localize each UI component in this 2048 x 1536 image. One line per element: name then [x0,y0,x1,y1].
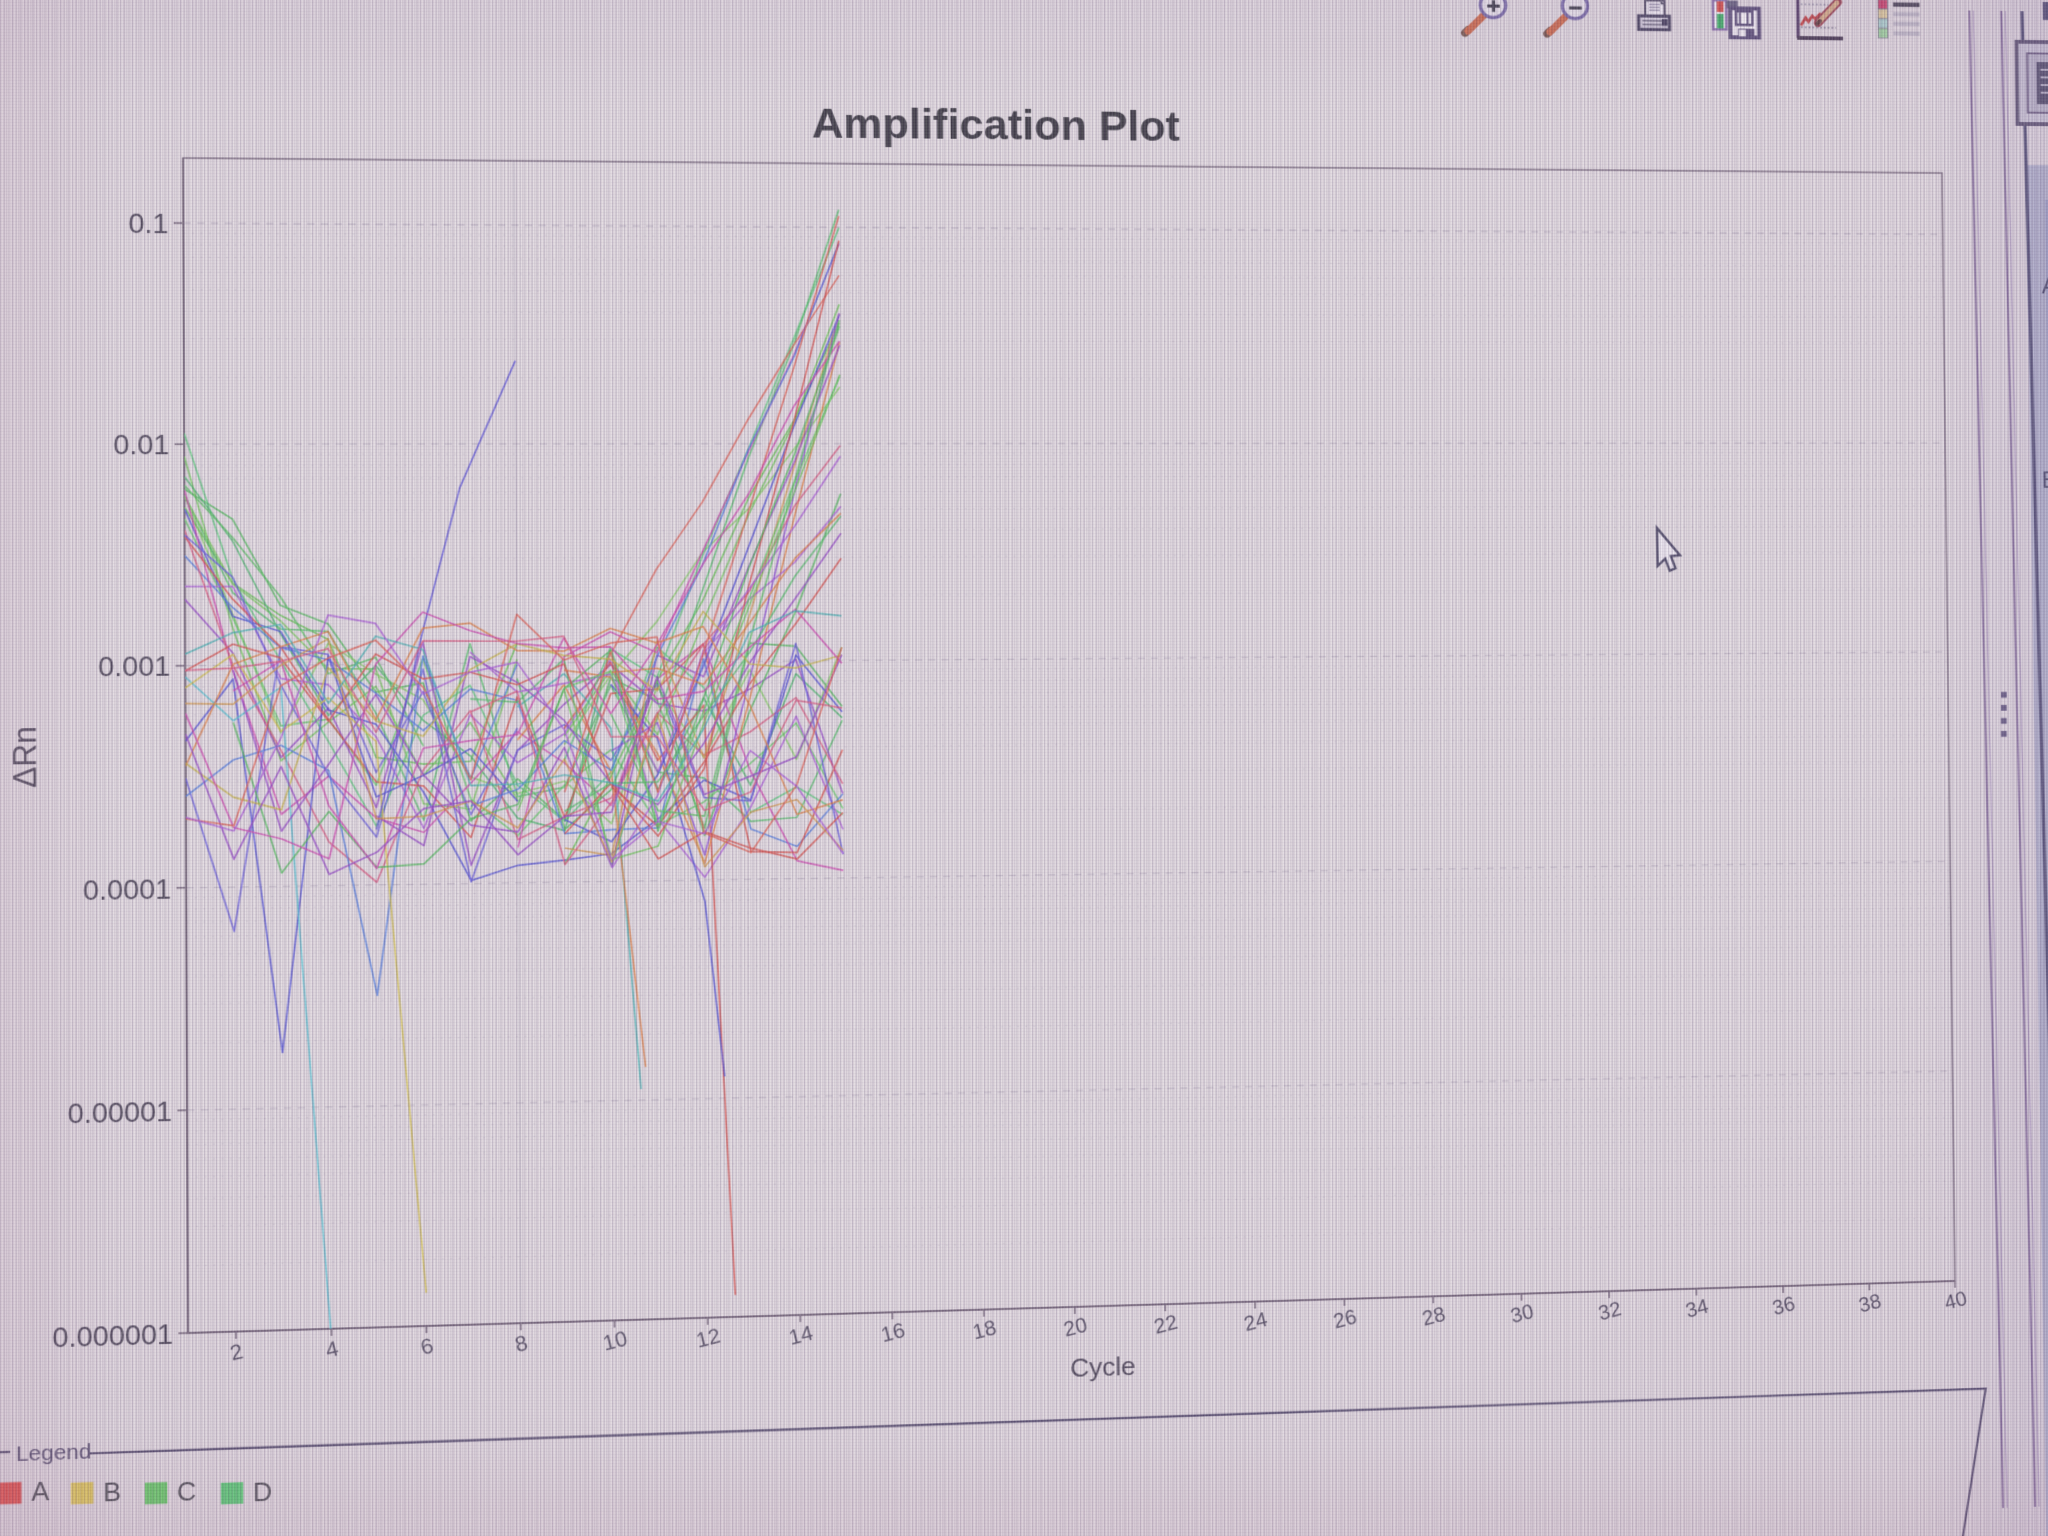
svg-text:8: 8 [512,1330,530,1356]
svg-text:A: A [2042,273,2048,299]
svg-text:20: 20 [1061,1312,1089,1341]
svg-text:B: B [2042,468,2048,494]
svg-text:30: 30 [1508,1299,1536,1327]
svg-text:Amplification Plot: Amplification Plot [812,98,1180,150]
svg-text:Cycle: Cycle [1070,1351,1136,1383]
svg-text:0.000001: 0.000001 [52,1319,173,1354]
svg-text:28: 28 [1420,1302,1448,1331]
svg-text:34: 34 [1683,1294,1710,1322]
svg-text:38: 38 [1856,1289,1883,1317]
svg-text:22: 22 [1152,1310,1180,1339]
svg-text:0.1: 0.1 [128,209,168,240]
svg-text:32: 32 [1596,1297,1624,1325]
svg-text:0.01: 0.01 [113,430,169,461]
svg-text:4: 4 [323,1336,341,1363]
svg-text:ΔRn: ΔRn [6,726,43,788]
svg-text:24: 24 [1242,1307,1270,1336]
svg-text:26: 26 [1331,1304,1359,1333]
svg-text:2: 2 [228,1339,246,1366]
svg-text:14: 14 [786,1321,815,1350]
svg-text:B: B [103,1477,121,1507]
svg-text:36: 36 [1770,1291,1797,1319]
svg-text:C: C [177,1477,196,1507]
svg-text:0.0001: 0.0001 [83,874,171,907]
svg-text:18: 18 [970,1315,999,1344]
svg-text:A: A [31,1477,50,1507]
svg-text:D: D [253,1477,272,1507]
svg-text:16: 16 [878,1318,907,1347]
svg-text:40: 40 [1942,1286,1969,1314]
svg-text:12: 12 [694,1323,723,1352]
svg-text:0.00001: 0.00001 [68,1096,173,1130]
svg-text:Legend: Legend [16,1439,92,1466]
svg-text:0.001: 0.001 [98,652,170,684]
svg-text:6: 6 [418,1333,436,1360]
svg-text:10: 10 [600,1326,629,1355]
